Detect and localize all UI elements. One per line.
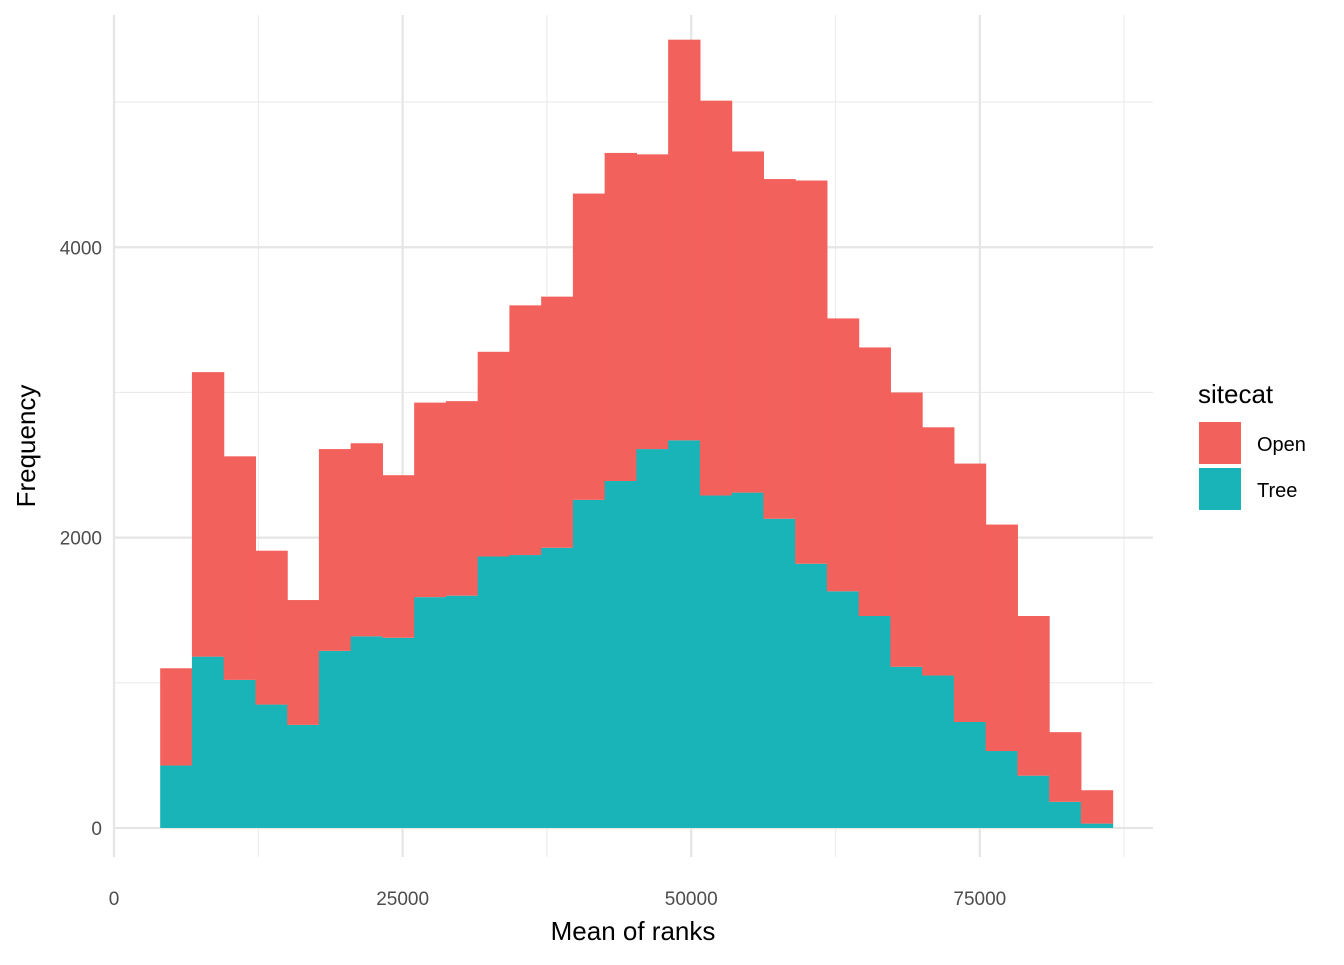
bar-tree (382, 637, 415, 828)
legend-key-tree (1199, 468, 1241, 510)
bar-open (763, 179, 796, 519)
bar-tree (445, 595, 479, 828)
bar-tree (160, 765, 193, 828)
bar-tree (636, 449, 669, 828)
bar-open (223, 456, 257, 680)
bar-open (255, 550, 288, 705)
bar-tree (826, 591, 860, 828)
bar-tree (953, 721, 987, 828)
bar-open (541, 296, 574, 548)
bar-open (1017, 616, 1050, 776)
bar-open (382, 475, 415, 638)
bar-open (160, 668, 193, 766)
bar-open (826, 318, 860, 592)
bar-open (477, 351, 510, 557)
legend-key-open (1199, 422, 1241, 464)
bar-tree (604, 481, 637, 828)
bar-open (445, 401, 479, 596)
legend-title: sitecat (1198, 379, 1274, 409)
x-tick-label: 25000 (376, 889, 429, 910)
x-tick-label: 50000 (665, 889, 718, 910)
bar-tree (509, 555, 542, 828)
x-tick-label: 75000 (953, 889, 1006, 910)
bar-open (858, 347, 891, 617)
bar-tree (541, 547, 574, 828)
bar-tree (191, 656, 225, 828)
bar-tree (1049, 801, 1082, 828)
y-tick-label: 4000 (60, 238, 102, 259)
bar-open (287, 600, 320, 725)
tick-labels: 0 25000 50000 75000 0 2000 4000 (60, 238, 1007, 910)
bar-tree (477, 556, 510, 828)
bar-tree (763, 518, 796, 828)
y-tick-label: 0 (91, 819, 102, 840)
bar-open (922, 427, 955, 676)
bar-tree (1080, 823, 1114, 828)
x-tick-label: 0 (109, 889, 120, 910)
legend-label-tree: Tree (1257, 480, 1297, 502)
bar-open (318, 449, 352, 651)
bar-open (604, 152, 637, 482)
bar-open (795, 180, 828, 564)
bar-open (509, 305, 542, 556)
y-axis-title: Frequency (11, 385, 41, 508)
bar-open (953, 463, 987, 722)
x-axis-title: Mean of ranks (551, 916, 716, 946)
bar-tree (255, 704, 288, 828)
legend-label-open: Open (1257, 434, 1306, 456)
bar-tree (287, 724, 320, 828)
bar-tree (318, 650, 352, 828)
bar-open (1080, 790, 1114, 824)
bar-open (636, 154, 669, 450)
bar-tree (699, 495, 733, 828)
bar-tree (795, 563, 828, 828)
bar-tree (922, 675, 955, 828)
bar-tree (668, 440, 701, 828)
bar-open (985, 524, 1018, 752)
bar-tree (985, 751, 1018, 828)
y-tick-label: 2000 (60, 529, 102, 550)
bar-open (572, 193, 606, 500)
bar-tree (350, 636, 384, 828)
bar-tree (572, 499, 606, 828)
bar-tree (223, 679, 257, 828)
bar-tree (1017, 775, 1050, 828)
bar-tree (890, 666, 923, 828)
bar-tree (858, 616, 891, 828)
bar-open (699, 100, 733, 496)
bar-tree (414, 597, 447, 828)
bar-open (668, 39, 701, 441)
bar-open (1049, 732, 1082, 802)
bar-open (414, 402, 447, 598)
bars-layer (160, 39, 1114, 828)
bar-open (350, 443, 384, 637)
bar-open (890, 392, 923, 667)
bar-tree (731, 492, 764, 828)
bar-open (731, 151, 764, 493)
legend: sitecat Open Tree (1198, 379, 1306, 510)
bar-open (191, 372, 225, 657)
